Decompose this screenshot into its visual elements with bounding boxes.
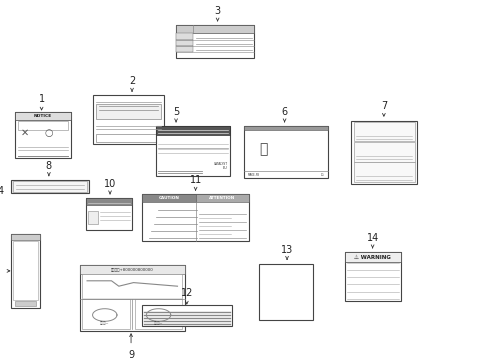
Bar	[11, 180, 89, 193]
Bar	[176, 46, 193, 52]
Bar	[176, 25, 254, 33]
Text: 14: 14	[366, 233, 378, 243]
Text: 5: 5	[173, 107, 179, 117]
Text: 13: 13	[280, 244, 293, 255]
Bar	[11, 234, 40, 240]
Text: 3: 3	[214, 6, 220, 16]
Text: ✕: ✕	[20, 128, 28, 138]
Bar	[82, 274, 182, 299]
Bar	[15, 112, 71, 120]
Text: ブレーキ+800000800000: ブレーキ+800000800000	[111, 267, 153, 271]
Text: CAUTION: CAUTION	[158, 196, 179, 201]
Text: 7: 7	[380, 100, 386, 111]
Text: 9: 9	[128, 350, 134, 360]
Text: 11: 11	[189, 175, 202, 185]
Bar	[344, 252, 400, 301]
Bar	[344, 252, 400, 262]
Bar	[82, 299, 130, 329]
Text: 10: 10	[103, 179, 116, 189]
Bar	[353, 142, 414, 162]
Bar	[88, 211, 98, 224]
Text: 8: 8	[46, 161, 52, 171]
Bar	[11, 234, 40, 308]
Bar	[244, 126, 327, 130]
Bar	[259, 264, 312, 320]
Text: CATALYST: CATALYST	[213, 162, 227, 166]
Bar	[93, 95, 163, 144]
Text: 🤚: 🤚	[258, 143, 267, 157]
Text: ATTENTION: ATTENTION	[209, 196, 235, 201]
Bar	[176, 25, 254, 58]
Bar	[80, 265, 184, 274]
Text: MAKE-FB: MAKE-FB	[247, 172, 259, 177]
Bar	[134, 299, 182, 329]
Bar	[142, 305, 232, 326]
Bar	[96, 134, 161, 142]
Bar	[15, 112, 71, 158]
Text: リヤット—: リヤット—	[154, 321, 163, 325]
Text: 1: 1	[39, 94, 44, 104]
Text: 4: 4	[0, 186, 4, 196]
Bar	[353, 162, 414, 182]
Text: NOTICE: NOTICE	[34, 113, 52, 118]
Text: ⚠ WARNING: ⚠ WARNING	[354, 255, 390, 260]
Bar	[350, 121, 416, 184]
Bar	[18, 121, 68, 130]
Bar	[96, 104, 161, 119]
Bar	[15, 301, 36, 306]
Text: 2: 2	[129, 76, 135, 86]
Text: LG: LG	[321, 172, 324, 177]
Text: 12: 12	[180, 288, 193, 298]
Bar	[142, 194, 195, 202]
Bar	[142, 194, 249, 241]
Bar	[176, 40, 193, 46]
Bar	[85, 198, 132, 230]
Bar	[353, 122, 414, 141]
Text: 6: 6	[281, 107, 287, 117]
Bar	[85, 198, 132, 205]
Bar	[156, 126, 229, 176]
Text: フロント—: フロント—	[100, 321, 109, 325]
Bar	[176, 33, 193, 40]
Bar	[244, 126, 327, 178]
Bar	[13, 241, 38, 300]
Bar	[195, 194, 249, 202]
Bar	[13, 181, 87, 192]
Text: ○: ○	[44, 128, 53, 138]
Text: EU: EU	[222, 166, 227, 170]
Bar	[80, 265, 184, 331]
Bar	[156, 126, 229, 135]
